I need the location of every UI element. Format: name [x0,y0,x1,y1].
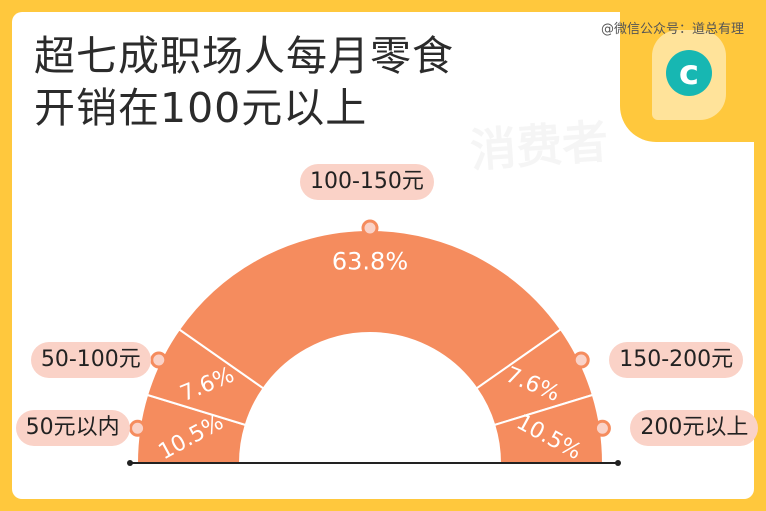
page-title: 超七成职场人每月零食 开销在100元以上 [34,30,454,134]
logo-magnifier-icon: c [652,30,726,120]
slice-marker-dot [361,219,379,237]
slice-category-label: 150-200元 [609,341,744,378]
brand-logo: c [620,12,754,142]
baseline-end-dot [615,460,621,466]
logo-c-icon: c [666,50,712,96]
slice-category-label: 50元以内 [15,410,130,447]
source-watermark: @微信公众号：道总有理 [600,22,744,37]
slice-marker-dot [129,419,147,437]
slice-category-label: 200元以上 [630,410,759,447]
title-line-2: 开销在100元以上 [34,84,368,132]
slice-category-label: 100-150元 [300,164,434,200]
baseline-end-dot [127,460,133,466]
slice-value-label: 63.8% [332,248,408,276]
slice-marker-dot [572,351,590,369]
title-line-1: 超七成职场人每月零食 [34,32,454,80]
donut-slice [177,229,563,390]
slice-marker-dot [593,419,611,437]
slice-marker-dot [150,351,168,369]
slice-category-label: 50-100元 [30,341,151,378]
